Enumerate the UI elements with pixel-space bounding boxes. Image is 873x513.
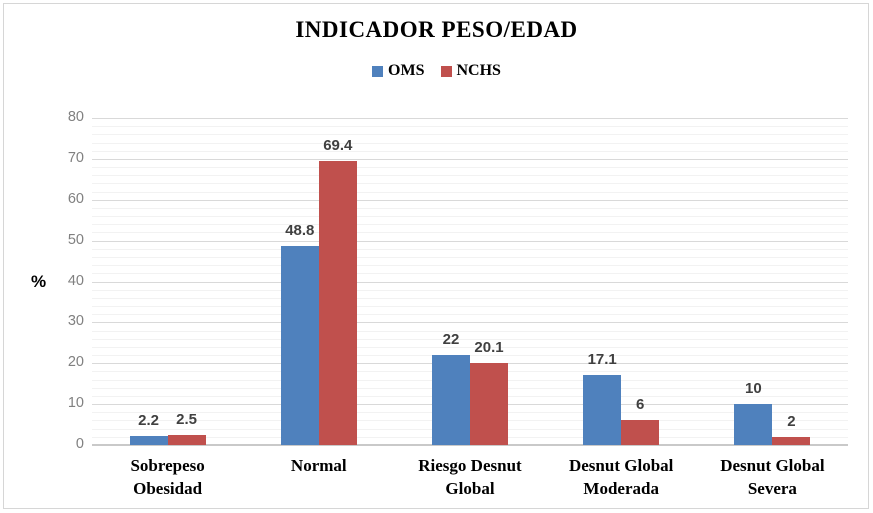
bar-value-label: 69.4 xyxy=(323,137,353,155)
bar-nchs xyxy=(318,161,357,445)
minor-gridline xyxy=(92,273,848,275)
category-label-text: Sobrepeso Obesidad xyxy=(130,456,205,498)
major-gridline xyxy=(92,158,848,160)
minor-gridline xyxy=(92,256,848,258)
major-gridline xyxy=(92,281,848,283)
minor-gridline xyxy=(92,183,848,185)
category-label: Riesgo Desnut Global xyxy=(394,455,545,501)
category-label: Normal xyxy=(243,455,394,478)
minor-gridline xyxy=(92,134,848,136)
y-tick-label: 10 xyxy=(67,395,84,412)
bar-oms xyxy=(280,245,319,445)
y-tick-label: 20 xyxy=(67,354,84,371)
minor-gridline xyxy=(92,338,848,340)
legend-item-oms: OMS xyxy=(372,62,425,80)
legend: OMS NCHS xyxy=(0,62,873,80)
bar-value-label: 10 xyxy=(745,380,762,398)
legend-label-oms: OMS xyxy=(388,62,425,79)
minor-gridline xyxy=(92,150,848,152)
major-gridline xyxy=(92,199,848,201)
minor-gridline xyxy=(92,207,848,209)
minor-gridline xyxy=(92,224,848,226)
minor-gridline xyxy=(92,346,848,348)
bar-nchs xyxy=(621,420,660,445)
minor-gridline xyxy=(92,248,848,250)
minor-gridline xyxy=(92,232,848,234)
bar-value-label: 20.1 xyxy=(474,338,504,356)
minor-gridline xyxy=(92,191,848,193)
y-tick-label: 50 xyxy=(67,231,84,248)
minor-gridline xyxy=(92,142,848,144)
minor-gridline xyxy=(92,355,848,357)
bar-value-label: 6 xyxy=(636,396,645,414)
minor-gridline xyxy=(92,265,848,267)
major-gridline xyxy=(92,322,848,324)
chart-title: INDICADOR PESO/EDAD xyxy=(295,17,578,42)
minor-gridline xyxy=(92,167,848,169)
minor-gridline xyxy=(92,216,848,218)
minor-gridline xyxy=(92,330,848,332)
minor-gridline xyxy=(92,297,848,299)
y-tick-label: 60 xyxy=(67,190,84,207)
y-tick-label: 30 xyxy=(67,313,84,330)
y-tick-label: 70 xyxy=(67,149,84,166)
category-label-text: Normal xyxy=(290,456,347,475)
major-gridline xyxy=(92,240,848,242)
minor-gridline xyxy=(92,175,848,177)
bar-value-label: 22 xyxy=(442,331,460,349)
minor-gridline xyxy=(92,306,848,308)
bar-value-label: 17.1 xyxy=(587,351,617,369)
legend-label-nchs: NCHS xyxy=(456,62,501,79)
bar-nchs xyxy=(772,436,811,445)
y-axis-label: % xyxy=(31,272,47,291)
category-label: Desnut Global Moderada xyxy=(546,455,697,501)
y-tick-label: 80 xyxy=(67,109,84,125)
category-label-text: Desnut Global Moderada xyxy=(568,456,674,498)
minor-gridline xyxy=(92,126,848,128)
plot-area: 2.2 2.5 48.8 69.4 22 20.1 17.1 6 10 2 xyxy=(92,118,848,446)
category-label-text: Desnut Global Severa xyxy=(720,456,825,498)
x-axis-line xyxy=(92,444,848,446)
bar-value-label: 48.8 xyxy=(285,221,315,239)
oms-series-swatch xyxy=(372,65,384,77)
minor-gridline xyxy=(92,289,848,291)
bar-oms xyxy=(432,355,470,445)
bar-nchs xyxy=(470,362,508,445)
y-tick-label: 40 xyxy=(67,272,84,289)
legend-item-nchs: NCHS xyxy=(440,62,501,80)
bar-value-label: 2.5 xyxy=(176,410,198,428)
category-label: Desnut Global Severa xyxy=(697,455,848,501)
y-tick-label: 0 xyxy=(75,436,84,452)
category-label: Sobrepeso Obesidad xyxy=(92,455,243,501)
bar-oms xyxy=(583,375,622,445)
bar-oms xyxy=(129,436,168,445)
bar-value-label: 2 xyxy=(787,412,796,430)
nchs-series-swatch xyxy=(440,65,452,77)
major-gridline xyxy=(92,118,848,119)
category-label-text: Riesgo Desnut Global xyxy=(418,456,522,498)
bar-oms xyxy=(734,404,773,445)
minor-gridline xyxy=(92,314,848,316)
bar-nchs xyxy=(167,434,206,445)
bar-value-label: 2.2 xyxy=(138,412,160,429)
